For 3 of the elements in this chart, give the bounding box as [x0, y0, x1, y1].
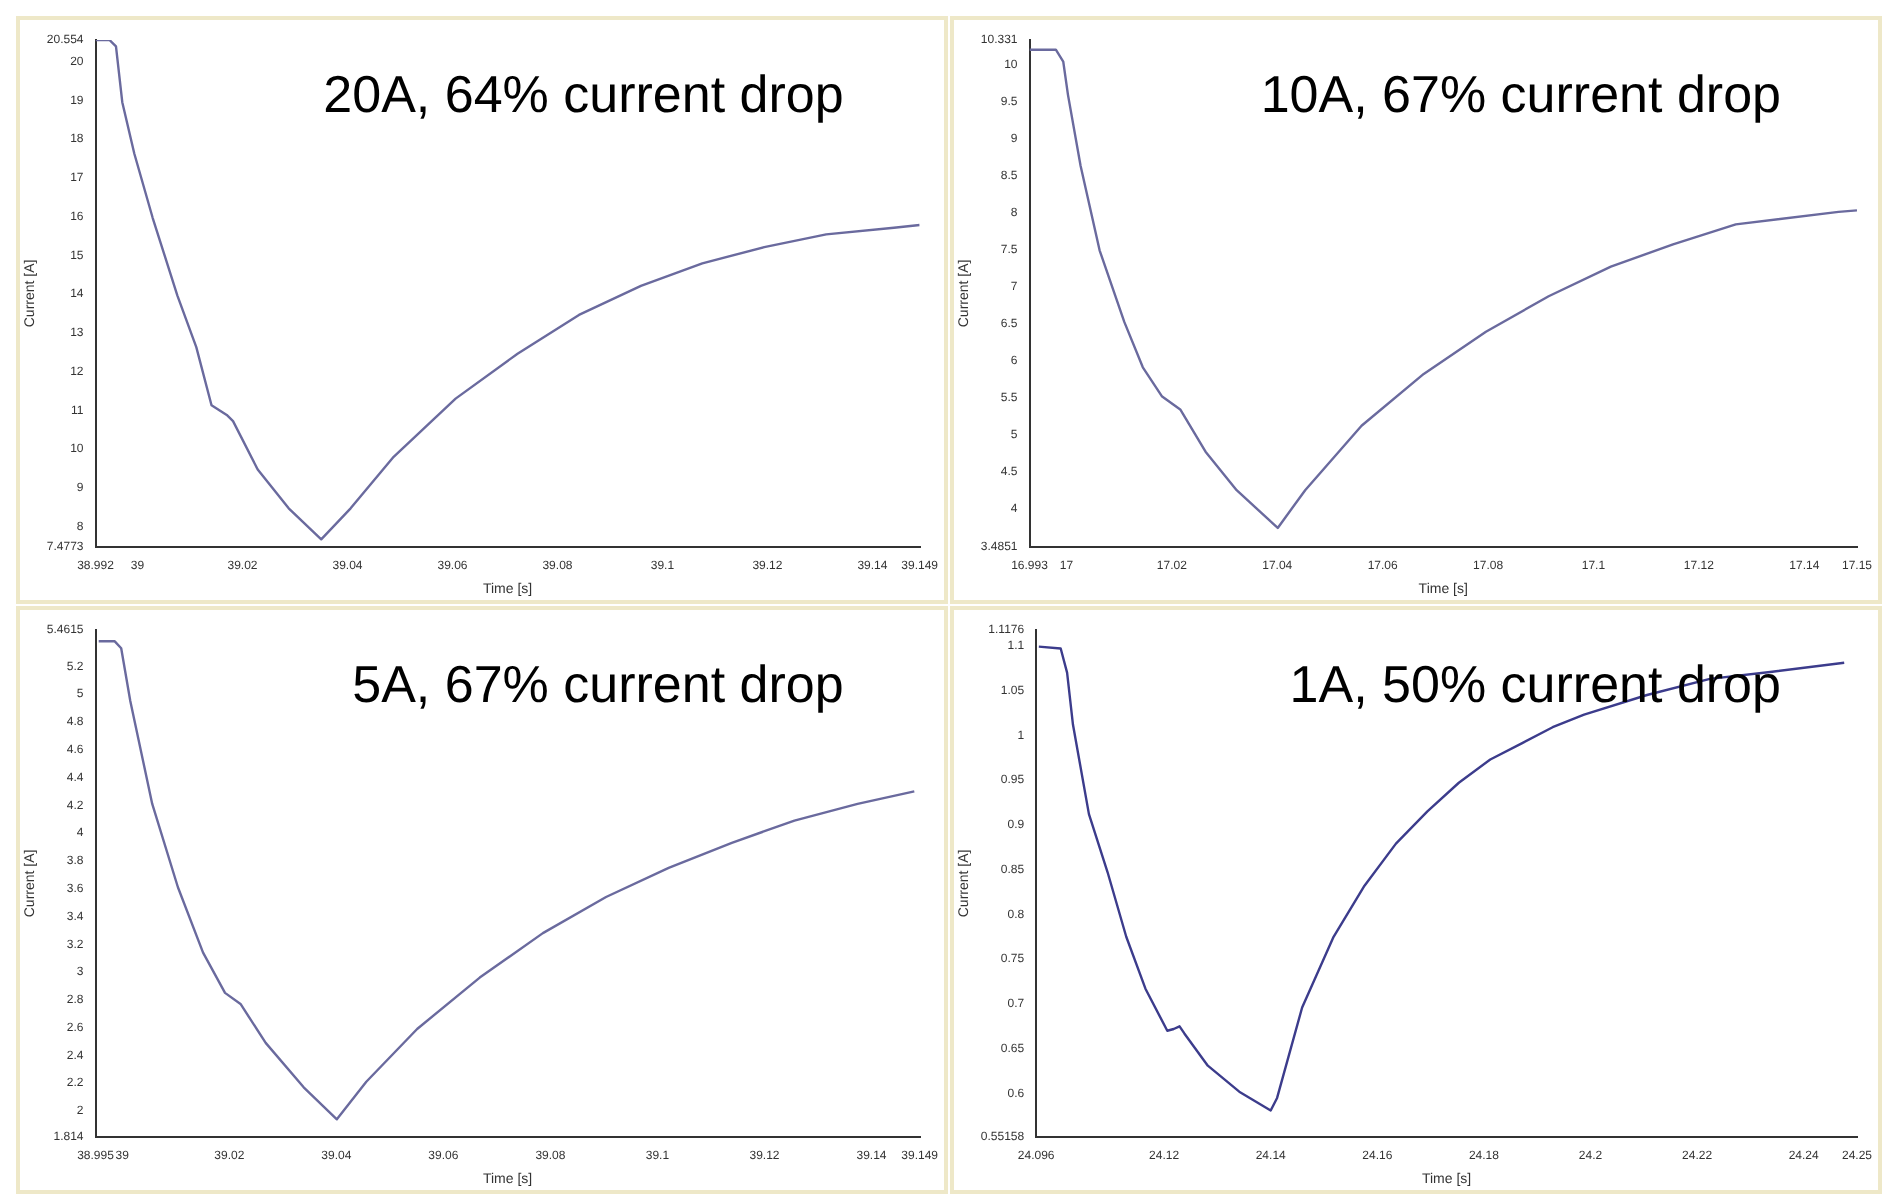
annotation: 5A, 67% current drop: [352, 654, 844, 715]
annotation: 20A, 64% current drop: [323, 64, 844, 125]
annotation: 10A, 67% current drop: [1260, 64, 1781, 125]
